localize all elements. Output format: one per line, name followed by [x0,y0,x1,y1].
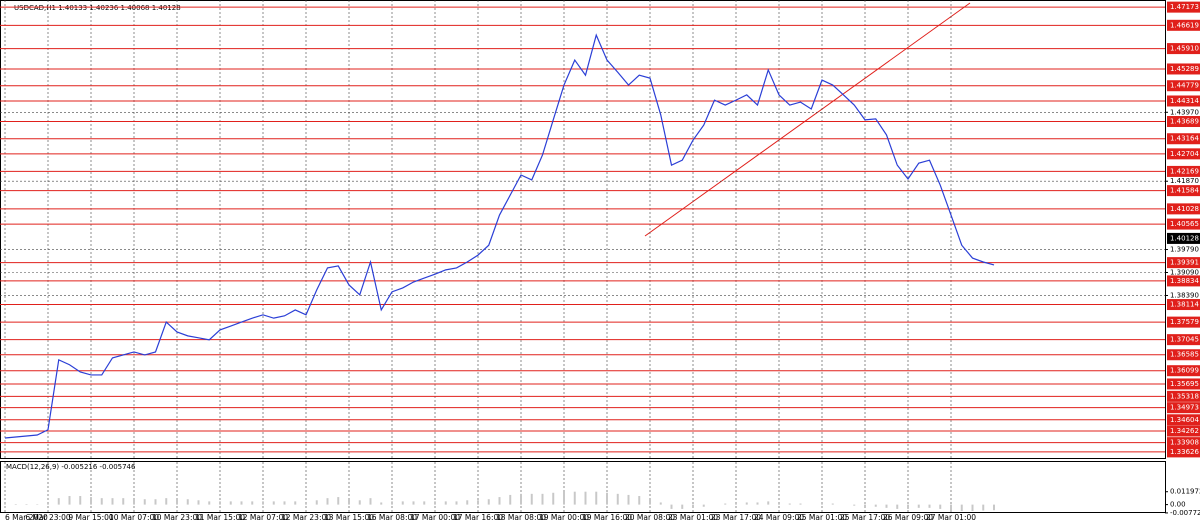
x-tick-label: 10 Mar 23:00 [152,513,202,522]
last-price-label: 1.40128 [1170,234,1199,242]
x-tick-label: 17 Mar 00:00 [410,513,460,522]
level-tag [1167,414,1200,426]
level-label: 1.43164 [1170,135,1199,143]
x-tick-label: 27 Mar 01:00 [926,513,976,522]
level-tag [1167,299,1200,311]
level-label: 1.44314 [1170,97,1199,105]
level-tag [1167,390,1200,402]
last-price-tag [1167,232,1200,244]
price-panel [0,0,1166,459]
level-label: 1.38834 [1170,277,1199,285]
level-label: 1.46619 [1170,21,1199,29]
y-tick-label: 1.39090 [1170,269,1199,277]
level-tag [1167,203,1200,215]
x-tick-label: 23 Mar 01:00 [668,513,718,522]
level-label: 1.37045 [1170,336,1199,344]
level-label: 1.45289 [1170,65,1199,73]
level-tag [1167,437,1200,449]
x-tick-label: 25 Mar 17:00 [840,513,890,522]
level-tag [1167,402,1200,414]
x-tick-label: 17 Mar 16:00 [453,513,503,522]
level-label: 1.37579 [1170,318,1199,326]
level-label: 1.42169 [1170,167,1199,175]
x-tick-label: 12 Mar 07:00 [238,513,288,522]
x-tick-label: 23 Mar 17:00 [711,513,761,522]
level-label: 1.36099 [1170,367,1199,375]
level-tag [1167,425,1200,437]
x-tick-label: 11 Mar 15:00 [195,513,245,522]
x-tick-label: 10 Mar 07:00 [109,513,159,522]
level-tag [1167,218,1200,230]
x-tick-label: 20 Mar 08:00 [625,513,675,522]
level-tag [1167,1,1200,13]
level-label: 1.34973 [1170,404,1199,412]
level-label: 1.35695 [1170,380,1199,388]
level-label: 1.33626 [1170,448,1199,456]
y2-tick-label: 0.011972 [1170,488,1200,496]
y-tick-label: 1.41870 [1170,177,1199,185]
level-tag [1167,19,1200,31]
level-tag [1167,63,1200,75]
level-label: 1.43689 [1170,118,1199,126]
level-tag [1167,316,1200,328]
x-tick-label: 6 Mar 23:00 [25,513,71,522]
level-tag [1167,133,1200,145]
level-label: 1.45910 [1170,45,1199,53]
level-tag [1167,275,1200,287]
price-line [4,33,995,439]
level-label: 1.41584 [1170,187,1199,195]
x-tick-label: 9 Mar 15:00 [68,513,114,522]
level-tag [1167,349,1200,361]
level-tag [1167,43,1200,55]
trend-line [644,2,971,237]
y2-tick-label: 0.00 [1170,501,1186,509]
level-tag [1167,378,1200,390]
level-tag [1167,116,1200,128]
x-tick-label: 19 Mar 00:00 [539,513,589,522]
level-label: 1.39391 [1170,259,1199,267]
level-tag [1167,80,1200,92]
y2-tick-label: -0.007723 [1170,509,1200,517]
level-label: 1.42704 [1170,150,1199,158]
y-tick-label: 1.39790 [1170,246,1199,254]
y-tick-label: 1.38390 [1170,291,1199,299]
x-tick-label: 6 Mar 2020 [5,513,48,522]
x-tick-label: 24 Mar 09:00 [754,513,804,522]
macd-label: MACD(12,26,9) -0.005216 -0.005746 [6,463,136,471]
x-tick-label: 13 Mar 15:00 [324,513,374,522]
x-tick-label: 16 Mar 08:00 [367,513,417,522]
level-label: 1.34604 [1170,416,1199,424]
level-tag [1167,185,1200,197]
level-label: 1.36585 [1170,351,1199,359]
level-label: 1.40565 [1170,220,1199,228]
chart-title: USDCAD,H1 1.40133 1.40236 1.40068 1.4012… [14,4,181,12]
level-label: 1.33908 [1170,439,1199,447]
level-tag [1167,365,1200,377]
x-tick-label: 12 Mar 23:00 [281,513,331,522]
x-tick-label: 19 Mar 16:00 [582,513,632,522]
level-label: 1.41028 [1170,205,1199,213]
macd-panel [0,461,1166,513]
level-tag [1167,165,1200,177]
level-tag [1167,446,1200,458]
x-tick-label: 18 Mar 08:00 [496,513,546,522]
level-label: 1.38114 [1170,301,1199,309]
level-label: 1.47173 [1170,3,1199,11]
x-tick-label: 26 Mar 09:00 [883,513,933,522]
level-tag [1167,148,1200,160]
level-tag [1167,95,1200,107]
x-tick-label: 25 Mar 01:00 [797,513,847,522]
level-tag [1167,257,1200,269]
level-label: 1.35318 [1170,392,1199,400]
y-tick-label: 1.43970 [1170,108,1199,116]
level-tag [1167,334,1200,346]
level-label: 1.34262 [1170,427,1199,435]
level-label: 1.44779 [1170,82,1199,90]
